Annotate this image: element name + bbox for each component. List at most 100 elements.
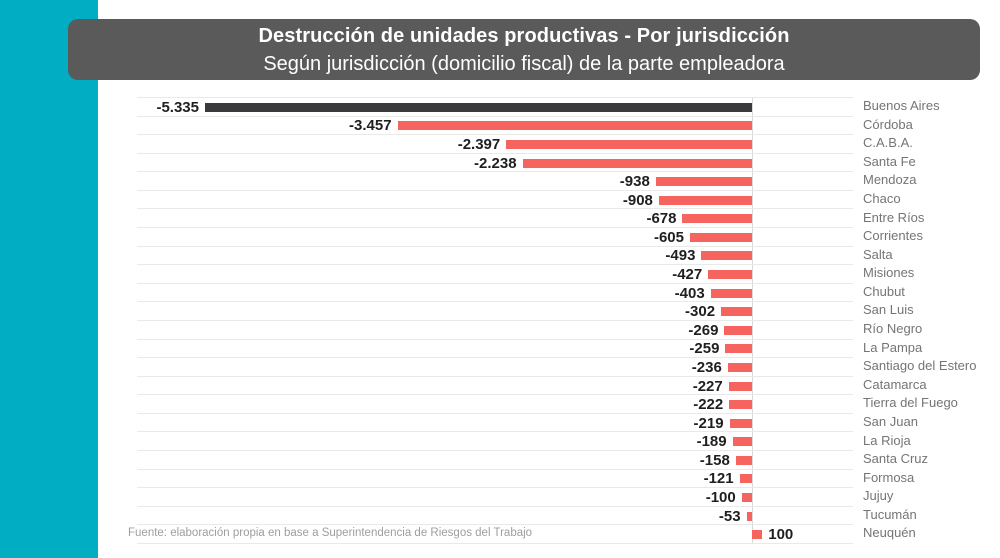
bar-row: -259 [137,340,853,359]
bar-row: -158 [137,451,853,470]
value-bar [682,214,752,224]
bar-value-label: -222 [693,396,724,414]
category-label: Mendoza [863,172,917,188]
value-bar [741,493,752,503]
chart-subtitle: Según jurisdicción (domicilio fiscal) de… [263,52,785,75]
value-bar [725,344,752,354]
bar-row: -2.397 [137,135,853,154]
value-bar [739,474,752,484]
value-bar [735,455,752,465]
bar-row: -302 [137,302,853,321]
bar-row: -189 [137,433,853,452]
bar-value-label: -269 [688,321,719,339]
category-label: Catamarca [863,376,927,392]
category-label: Jujuy [863,488,894,504]
category-label: Corrientes [863,228,923,244]
value-bar [708,270,752,280]
category-label: San Luis [863,302,914,318]
category-label: Santa Cruz [863,451,929,467]
bar-row: 100 [137,525,853,544]
category-label: Santa Fe [863,153,916,169]
value-bar [724,325,752,335]
value-bar [752,530,763,540]
bar-row: -493 [137,247,853,266]
bar-value-label: -53 [718,507,741,525]
bar-value-label: -2.238 [474,154,517,172]
bar-value-label: -908 [622,191,653,209]
category-label: La Rioja [863,432,911,448]
category-label: Tucumán [863,506,917,522]
value-bar [721,307,752,317]
value-bar [655,177,752,187]
category-label: C.A.B.A. [863,135,913,151]
bar-row: -53 [137,507,853,526]
bar-value-label: -403 [674,284,705,302]
category-label: Santiago del Estero [863,358,977,374]
value-bar [729,418,752,428]
value-bar [710,288,752,298]
bar-value-label: -189 [696,433,727,451]
bar-row: -5.335 [137,98,853,117]
category-label: Entre Ríos [863,209,925,225]
bar-value-label: -227 [692,377,723,395]
bar-row: -269 [137,321,853,340]
bar-value-label: -493 [665,247,696,265]
value-bar [397,121,752,131]
bar-row: -908 [137,191,853,210]
category-label: Córdoba [863,116,913,132]
bar-value-label: -100 [705,489,736,507]
bar-value-label: -259 [689,340,720,358]
bar-row: -219 [137,414,853,433]
value-bar [689,232,752,242]
bar-row: -100 [137,488,853,507]
bar-value-label: -5.335 [156,98,199,116]
bar-row: -236 [137,358,853,377]
value-bar [658,195,752,205]
value-bar [729,400,752,410]
bar-value-label: -678 [646,210,677,228]
category-label: Misiones [863,265,915,281]
value-bar [506,139,752,149]
bar-value-label: -427 [672,266,703,284]
bar-row: -227 [137,377,853,396]
bar-row: -678 [137,210,853,229]
bar-row: -121 [137,470,853,489]
bar-value-label: -2.397 [457,135,501,153]
chart-header: Destrucción de unidades productivas - Po… [68,19,980,80]
category-label: San Juan [863,413,918,429]
bar-row: -427 [137,265,853,284]
bar-value-label: -236 [691,358,722,376]
bar-value-label: -938 [619,173,650,191]
bar-value-label: -158 [699,451,730,469]
value-bar [522,158,752,168]
category-axis: Buenos Aires Córdoba C.A.B.A. Santa Fe Mendo… [863,97,1000,543]
category-label: Río Negro [863,321,923,336]
category-label: La Pampa [863,339,923,355]
category-label: Chaco [863,190,901,206]
category-label: Neuquén [863,525,916,541]
category-label: Salta [863,246,893,262]
bar-value-label: -605 [653,228,684,246]
value-bar [205,102,752,112]
category-label: Buenos Aires [863,98,940,113]
value-bar [732,437,752,447]
bar-value-label: -302 [685,303,716,321]
bar-row: -938 [137,172,853,191]
bar-value-label: 100 [768,526,794,544]
category-label: Formosa [863,469,915,485]
bar-row: -222 [137,395,853,414]
bar-row: -403 [137,284,853,303]
zero-axis-line [752,97,753,543]
bar-chart-plot: -5.335 -3.457 -2.397 -2.238 -938 -908 -678 -605… [137,97,853,544]
category-label: Chubut [863,283,905,299]
bar-row: -605 [137,228,853,247]
bar-value-label: -219 [693,414,724,432]
left-accent-stripe [0,0,98,558]
value-bar [746,511,752,521]
bar-value-label: -121 [703,470,734,488]
bar-value-label: -3.457 [349,117,392,135]
source-note: Fuente: elaboración propia en base a Sup… [128,527,533,539]
chart-title: Destrucción de unidades productivas - Po… [258,24,790,47]
value-bar [728,381,752,391]
